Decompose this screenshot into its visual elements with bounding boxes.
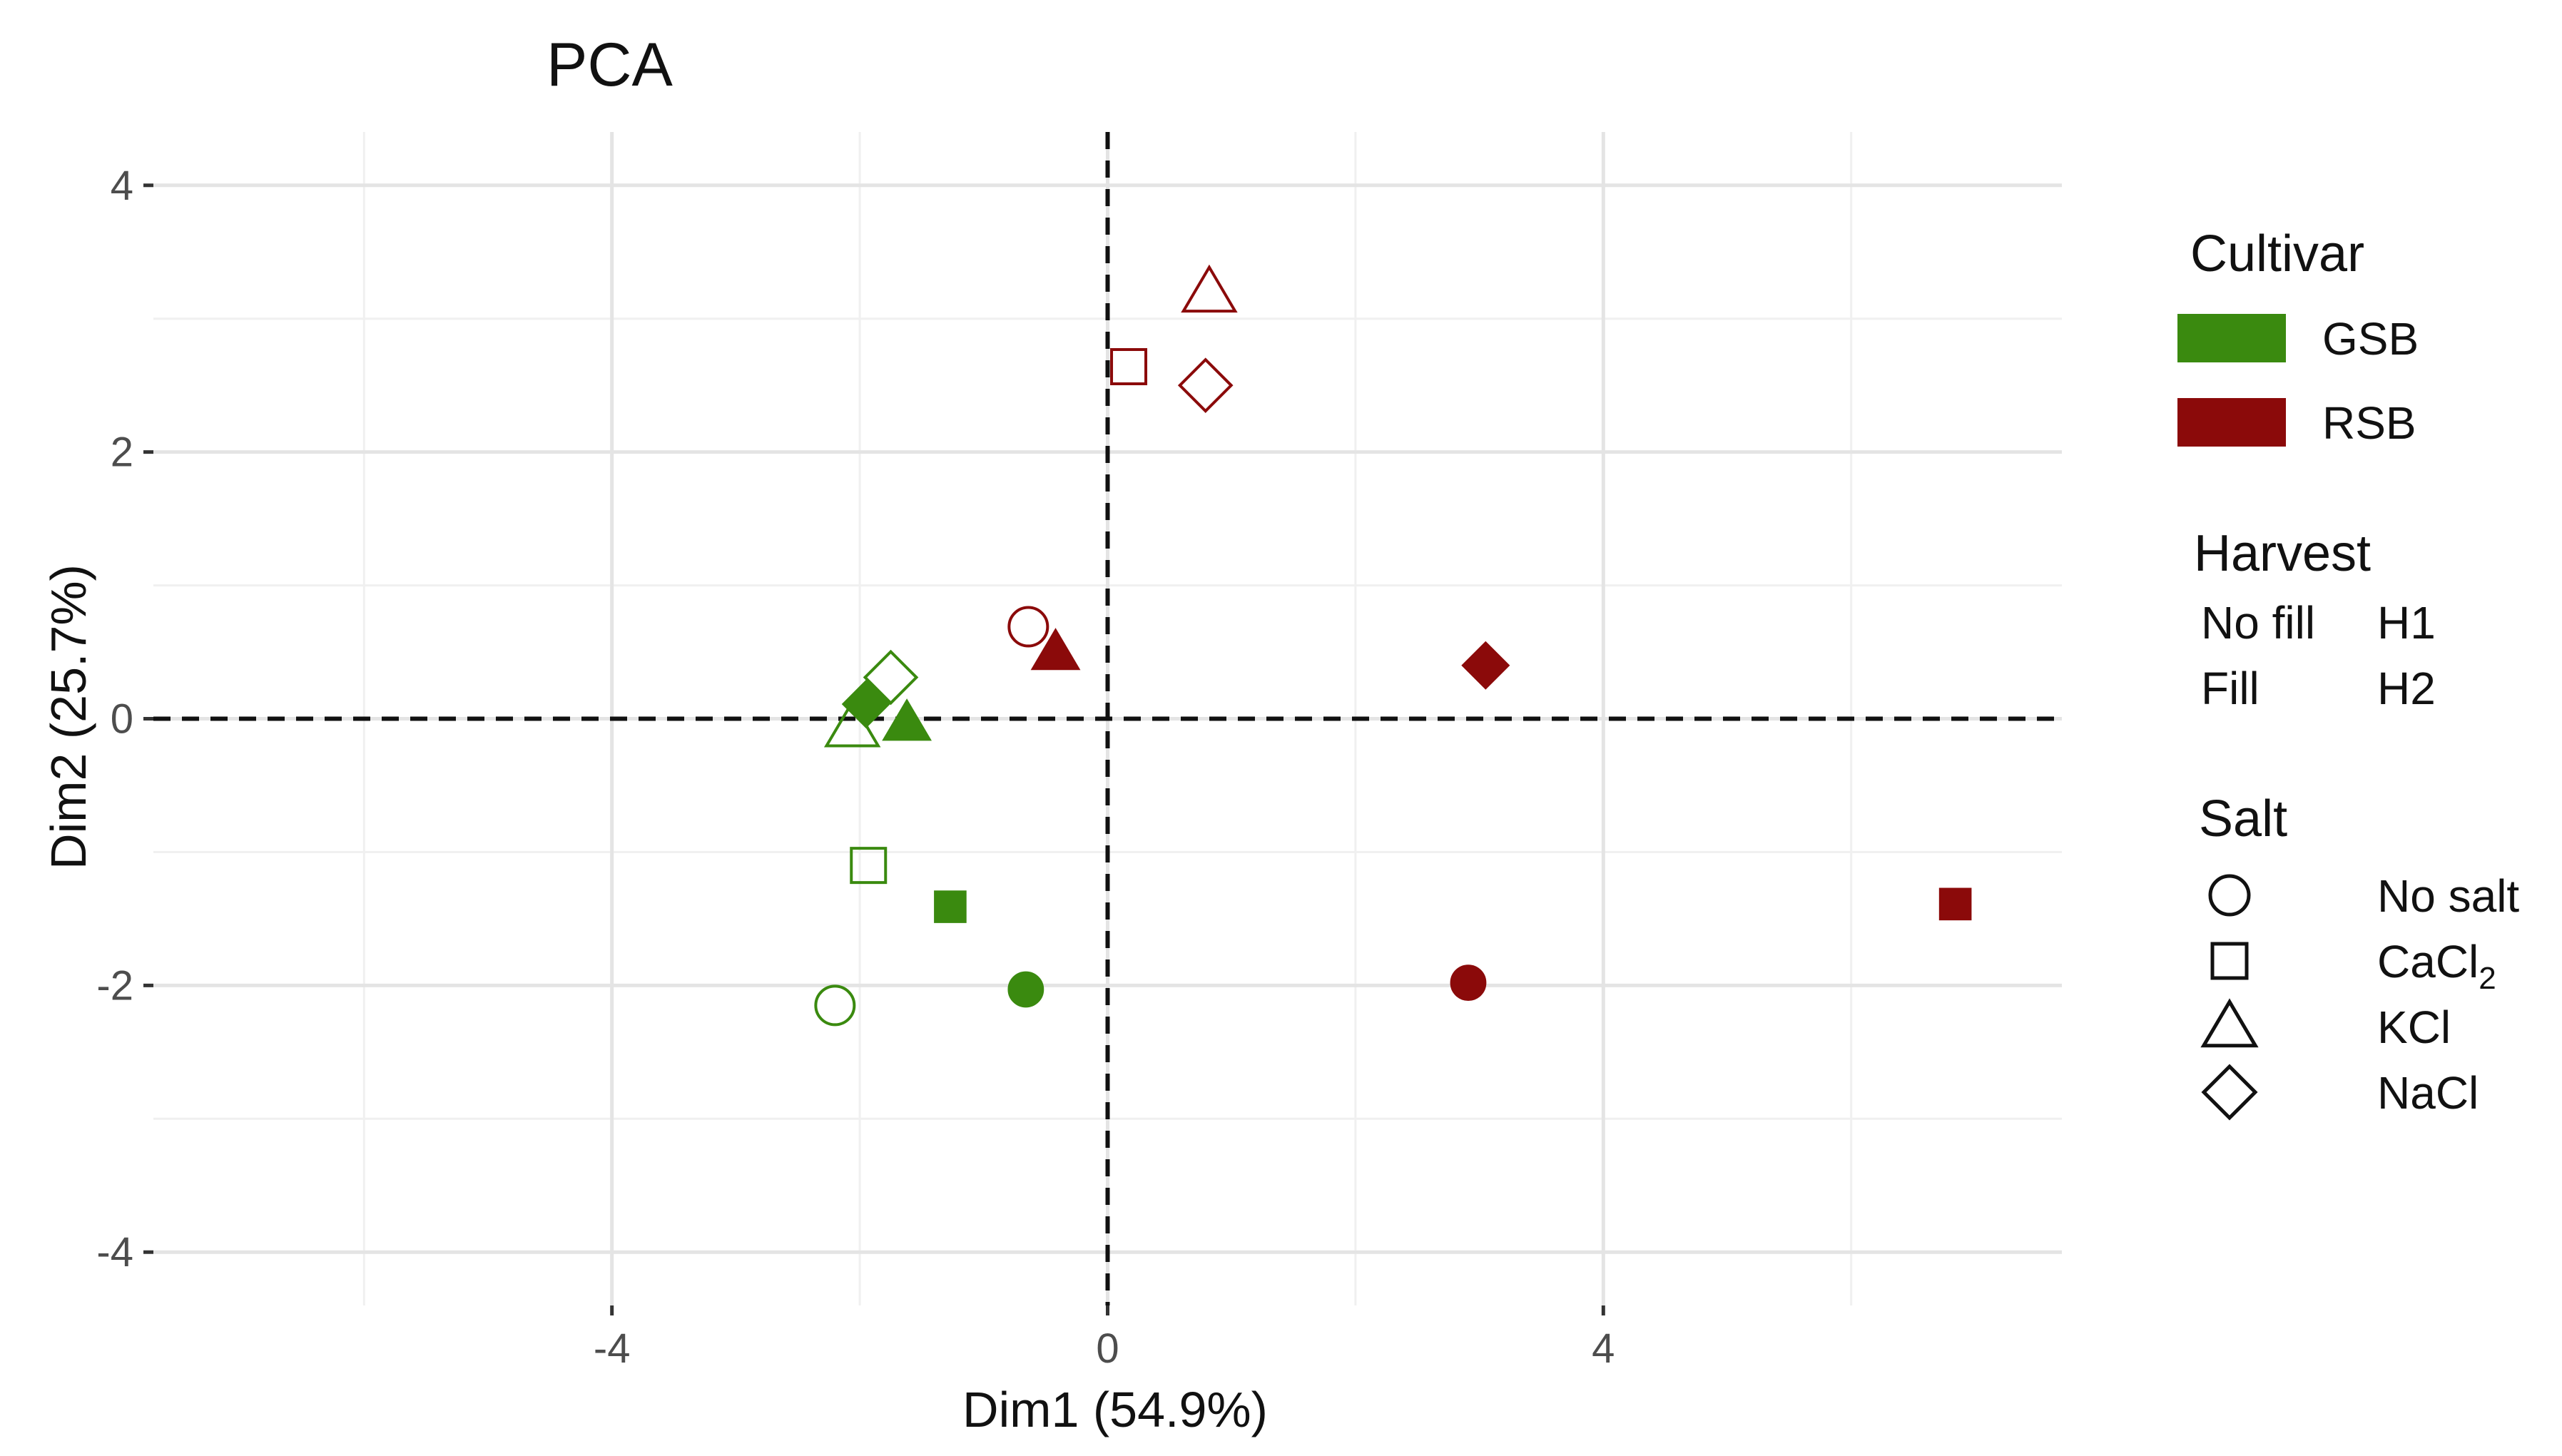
legend-fill-label: Fill: [2201, 663, 2259, 714]
point-gsb-h2-kcl: [882, 698, 932, 741]
point-gsb-h2-nacl: [841, 679, 890, 728]
y-tick-label: 2: [111, 429, 133, 476]
x-tick-label: -4: [594, 1325, 631, 1372]
legend-salt-label: No salt: [2377, 870, 2519, 922]
data-points: [814, 264, 1972, 1027]
legend-swatch-gsb: [2177, 314, 2286, 362]
point-rsb-h2-nacl: [1461, 641, 1510, 690]
point-gsb-h1-cacl2: [850, 847, 888, 885]
point-gsb-h1-no-salt: [814, 984, 856, 1027]
legend-salt-title: Salt: [2199, 790, 2287, 847]
x-axis-label: Dim1 (54.9%): [962, 1382, 1268, 1437]
legend-diamond-icon: [2201, 1064, 2258, 1121]
legend-salt-label: KCl: [2377, 1002, 2451, 1053]
point-rsb-h1-kcl: [1181, 264, 1238, 313]
y-tick-label: -2: [96, 962, 133, 1009]
legend-circle-icon: [2208, 874, 2251, 917]
point-gsb-h2-no-salt: [1007, 971, 1044, 1008]
point-gsb-h1-nacl: [863, 649, 919, 706]
legend-square-icon: [2210, 942, 2249, 980]
point-rsb-h2-no-salt: [1450, 964, 1487, 1002]
x-tick-label: 0: [1096, 1325, 1119, 1372]
point-rsb-h1-cacl2: [1110, 348, 1148, 385]
legend-harvest-title: Harvest: [2194, 525, 2371, 582]
x-tick-label: 4: [1592, 1325, 1615, 1372]
reference-lines: [153, 132, 2062, 1305]
point-gsb-h2-cacl2: [934, 890, 967, 923]
legend-swatch-rsb: [2177, 398, 2286, 447]
point-rsb-h2-cacl2: [1938, 887, 1972, 921]
point-rsb-h1-no-salt: [1007, 606, 1049, 648]
y-axis-label: Dim2 (25.7%): [41, 564, 96, 870]
legend-salt-label: CaCl2: [2377, 936, 2496, 996]
legend-fill-label: No fill: [2201, 597, 2315, 648]
y-tick-label: 0: [111, 696, 133, 743]
chart-title: PCA: [547, 31, 673, 99]
legend-cultivar-label: GSB: [2322, 313, 2419, 365]
legend-cultivar-label: RSB: [2322, 397, 2416, 449]
legend-salt-label: NaCl: [2377, 1067, 2479, 1119]
legend: Cultivar GSB RSB Harvest No fill H1 Fill H2 Salt…: [2177, 225, 2519, 1121]
y-tick-label: -4: [96, 1229, 133, 1276]
legend-harvest-label: H2: [2377, 663, 2436, 714]
legend-triangle-icon: [2200, 998, 2259, 1048]
y-tick-label: 4: [111, 163, 133, 209]
legend-cultivar-title: Cultivar: [2190, 225, 2364, 282]
point-rsb-h1-nacl: [1177, 357, 1234, 413]
axes: -4 -2 0 2 4 -4 0 4: [96, 163, 1615, 1372]
legend-harvest-label: H1: [2377, 597, 2436, 648]
point-rsb-h2-kcl: [1030, 628, 1081, 671]
